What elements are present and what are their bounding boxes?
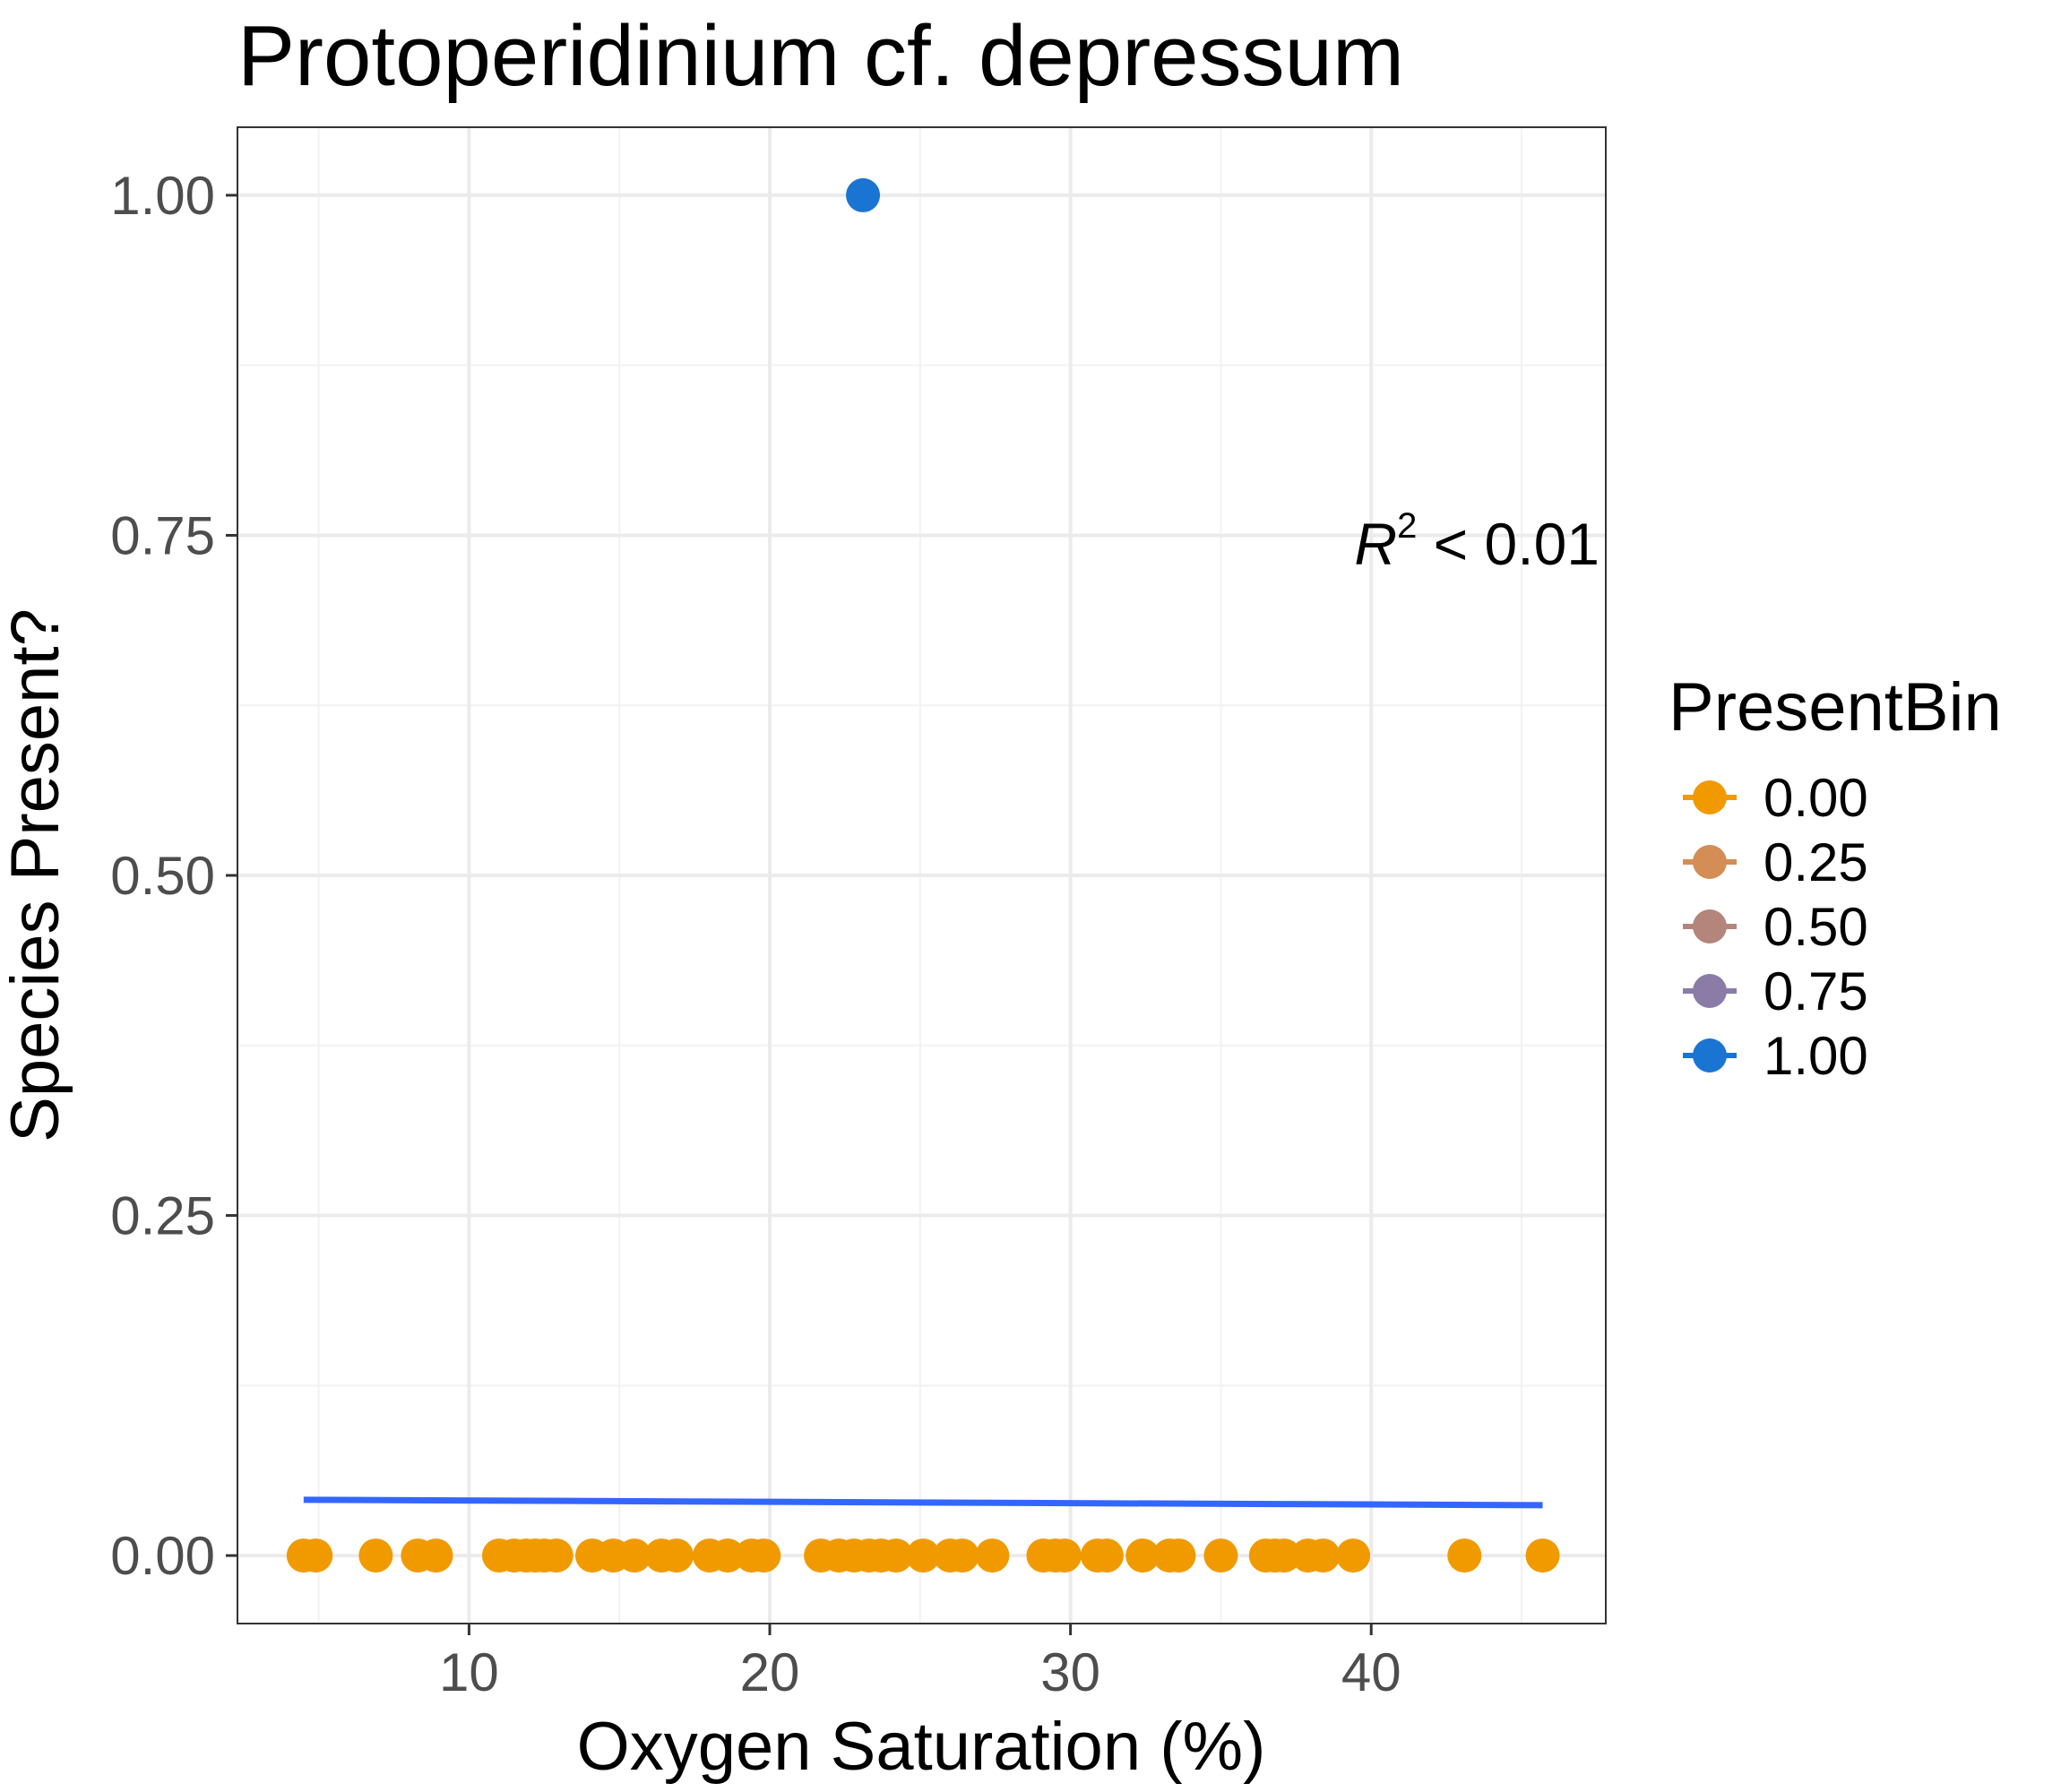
legend-items: 0.000.250.500.751.00 — [1683, 768, 1868, 1086]
annotation-text: < 0.01 — [1417, 511, 1600, 577]
x-tick-label: 20 — [740, 1642, 800, 1702]
data-point — [1447, 1538, 1482, 1573]
data-point — [944, 1538, 979, 1573]
x-tick-label: 30 — [1040, 1642, 1100, 1702]
data-points — [286, 177, 1560, 1573]
data-point — [659, 1538, 694, 1573]
data-point — [846, 177, 881, 212]
x-tick-label: 40 — [1341, 1642, 1401, 1702]
legend-key-dot — [1693, 1038, 1727, 1073]
data-point — [1525, 1538, 1560, 1573]
legend-key-dot — [1693, 974, 1727, 1008]
y-tick-label: 0.00 — [110, 1526, 215, 1586]
trend-line-group — [303, 1496, 1543, 1509]
legend-item: 0.25 — [1683, 832, 1868, 892]
y-tick-label: 0.25 — [110, 1186, 215, 1246]
chart-title: Protoperidinium cf. depressum — [237, 8, 1404, 104]
data-point — [617, 1538, 651, 1573]
y-tick-label: 1.00 — [110, 166, 215, 226]
legend-label: 0.00 — [1763, 768, 1868, 828]
data-point — [1161, 1538, 1196, 1573]
data-point — [878, 1538, 913, 1573]
legend-label: 1.00 — [1763, 1026, 1868, 1086]
data-point — [1336, 1538, 1371, 1573]
legend-item: 1.00 — [1683, 1026, 1868, 1086]
legend-item: 0.50 — [1683, 897, 1868, 957]
data-point — [298, 1538, 333, 1573]
legend-label: 0.75 — [1763, 961, 1868, 1021]
legend-title: PresentBin — [1669, 669, 2002, 745]
data-point — [358, 1538, 393, 1573]
legend-item: 0.75 — [1683, 961, 1868, 1021]
legend-label: 0.25 — [1763, 832, 1868, 892]
x-axis: 10 20 30 40 — [439, 1624, 1401, 1702]
data-point — [975, 1538, 1010, 1573]
data-point — [1089, 1538, 1124, 1573]
legend-item: 0.00 — [1683, 768, 1868, 828]
trend-line — [303, 1496, 1543, 1509]
legend-key-dot — [1693, 845, 1727, 879]
data-point — [711, 1538, 746, 1573]
y-axis: 0.00 0.25 0.50 0.75 1.00 — [110, 166, 237, 1586]
data-point — [1266, 1538, 1301, 1573]
data-point — [906, 1538, 941, 1573]
x-axis-title: Oxygen Saturation (%) — [577, 1709, 1266, 1785]
legend-key-dot — [1693, 909, 1727, 943]
data-point — [539, 1538, 573, 1573]
y-tick-label: 0.50 — [110, 846, 215, 906]
data-point — [1047, 1538, 1082, 1573]
y-axis-title: Species Present? — [0, 608, 73, 1142]
annotation-superscript: 2 — [1397, 506, 1417, 546]
legend: PresentBin 0.000.250.500.751.00 — [1669, 669, 2002, 1086]
data-point — [1306, 1538, 1341, 1573]
legend-key-dot — [1693, 780, 1727, 814]
data-point — [1203, 1538, 1238, 1573]
data-point — [1125, 1538, 1160, 1573]
data-point — [418, 1538, 453, 1573]
r-squared-annotation: R2 < 0.01 — [1354, 506, 1600, 577]
data-point — [746, 1538, 781, 1573]
legend-label: 0.50 — [1763, 897, 1868, 957]
x-tick-label: 10 — [439, 1642, 499, 1702]
y-tick-label: 0.75 — [110, 505, 215, 565]
plot-panel: R2 < 0.01 — [237, 126, 1607, 1624]
annotation-base: R — [1354, 511, 1397, 577]
